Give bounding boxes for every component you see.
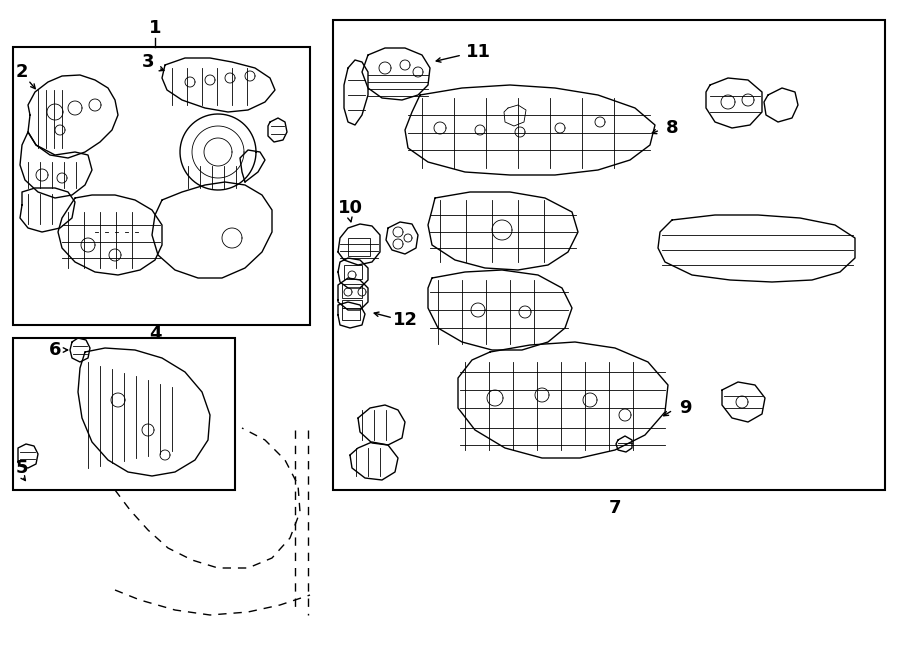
Bar [333, 20, 885, 490]
Text: 9: 9 [679, 399, 691, 417]
Text: 8: 8 [666, 119, 679, 137]
Text: 2: 2 [16, 63, 28, 81]
Text: 6: 6 [49, 341, 61, 359]
Bar [348, 238, 370, 256]
Bar [344, 265, 362, 279]
Text: 10: 10 [338, 199, 363, 217]
Text: 4: 4 [148, 325, 161, 343]
Text: 7: 7 [608, 499, 621, 517]
Text: 3: 3 [142, 53, 154, 71]
Bar [13, 338, 235, 490]
Bar [13, 47, 310, 325]
Text: 12: 12 [392, 311, 418, 329]
Bar [342, 284, 362, 298]
Bar [342, 308, 360, 320]
Text: 11: 11 [465, 43, 491, 61]
Bar [342, 300, 362, 308]
Text: 5: 5 [16, 459, 28, 477]
Text: 1: 1 [148, 19, 161, 37]
